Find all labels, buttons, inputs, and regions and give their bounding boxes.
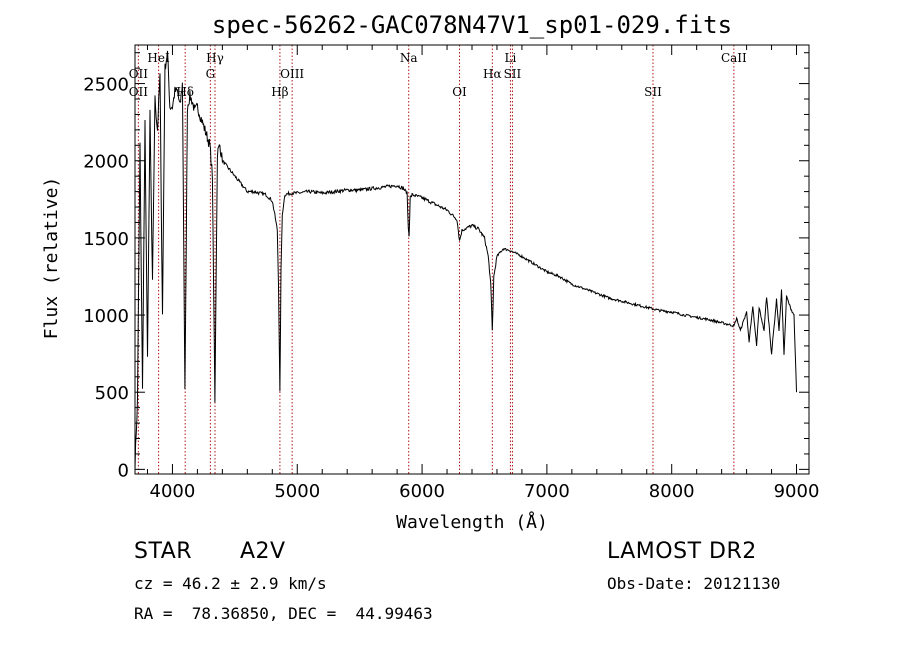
x-tick-label: 6000 (399, 481, 445, 502)
spectral-line-label: Hβ (271, 85, 288, 99)
spectral-line-markers (137, 45, 735, 474)
spectral-line-label: Hγ (206, 51, 224, 65)
x-tick-label: 5000 (274, 481, 320, 502)
y-tick-label: 2000 (83, 152, 129, 173)
y-tick-label: 500 (95, 383, 129, 404)
spectral-line-label: OII (129, 85, 149, 99)
observation-date: Obs-Date: 20121130 (607, 574, 781, 593)
plot-axes: 4000 5000 6000 7000 8000 9000 0 500 1000 1500 2000… (83, 44, 820, 502)
spectral-line-label: Li (505, 51, 517, 65)
spectral-line-label: CaII (721, 51, 747, 65)
spectrum-series (134, 50, 797, 471)
x-tick-label: 9000 (774, 481, 820, 502)
y-tick-label: 0 (118, 460, 129, 481)
x-tick-label: 7000 (524, 481, 570, 502)
spectrum-line (134, 50, 797, 471)
spectral-line-label: Hδ (176, 85, 194, 99)
redshift-text: cz = 46.2 ± 2.9 km/s (134, 574, 327, 593)
spectral-subclass: A2V (240, 539, 286, 564)
survey-name: LAMOST DR2 (607, 539, 757, 564)
plot-frame (134, 44, 810, 475)
x-tick-label: 8000 (649, 481, 695, 502)
x-tick-label: 4000 (150, 481, 196, 502)
chart-title: spec-56262-GAC078N47V1_sp01-029.fits (212, 11, 732, 39)
spectral-line-label: SII (504, 67, 522, 81)
spectral-line-label: HeI (147, 51, 170, 65)
spectral-line-label: OI (452, 85, 467, 99)
y-tick-label: 2500 (83, 75, 129, 96)
y-tick-label: 1500 (83, 229, 129, 250)
coordinates-text: RA = 78.36850, DEC = 44.99463 (134, 604, 433, 623)
spectral-line-label: OII (129, 67, 149, 81)
spectral-line-label: SII (644, 85, 662, 99)
y-axis-label: Flux (relative) (41, 177, 62, 340)
x-axis-label: Wavelength (Å) (396, 511, 548, 533)
spectral-line-label: Na (400, 51, 418, 65)
spectral-line-label: G (206, 67, 216, 81)
y-tick-label: 1000 (83, 306, 129, 327)
object-class: STAR (134, 539, 193, 564)
spectral-line-label: Hα (483, 67, 502, 81)
spectral-line-label: OIII (280, 67, 304, 81)
